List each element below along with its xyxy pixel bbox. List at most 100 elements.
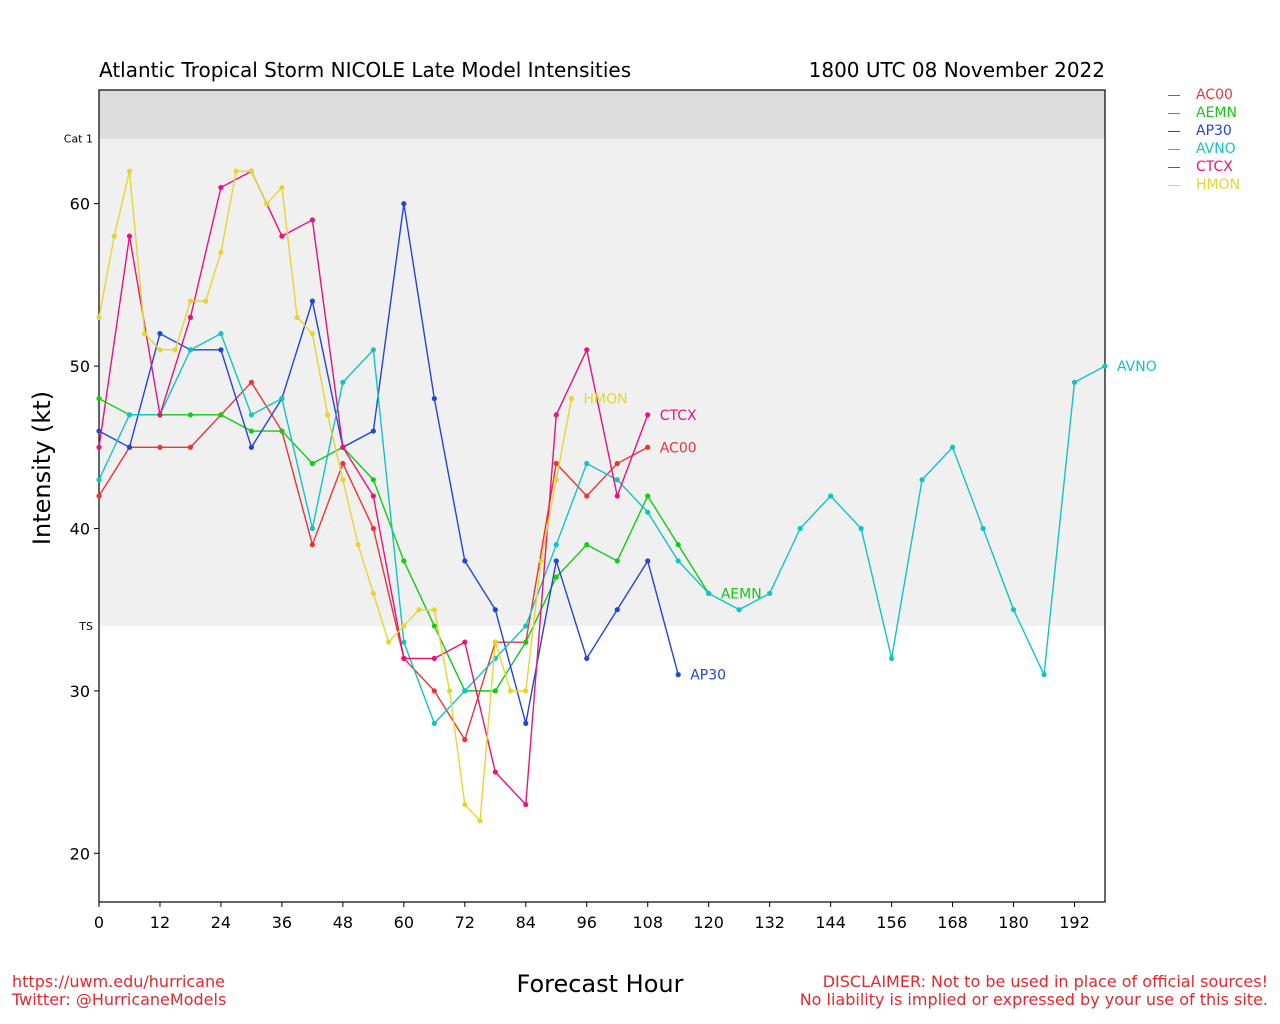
data-point-ctcx	[218, 184, 224, 191]
data-point-avno	[584, 460, 590, 467]
data-point-aemn	[584, 542, 590, 548]
data-point-ac00	[187, 444, 194, 450]
data-point-aemn	[187, 412, 194, 418]
data-point-avno	[919, 477, 925, 483]
data-point-ac00	[431, 688, 437, 694]
data-point-ac00	[614, 460, 620, 467]
legend-label: AEMN	[1196, 105, 1237, 121]
band-ts	[99, 138, 1105, 626]
data-point-hmon	[477, 818, 483, 824]
data-point-ctcx	[279, 233, 285, 239]
data-point-ap30	[309, 298, 315, 304]
data-point-hmon	[264, 201, 270, 207]
data-point-hmon	[218, 249, 224, 255]
data-point-avno	[126, 412, 133, 418]
data-point-hmon	[172, 347, 178, 353]
data-point-hmon	[111, 233, 117, 239]
data-point-aemn	[309, 460, 315, 467]
y-tick-label: 40	[70, 519, 90, 538]
legend-label: HMON	[1196, 177, 1241, 193]
x-tick-label: 120	[693, 913, 724, 932]
data-point-hmon	[187, 298, 194, 304]
series-end-label-ctcx: CTCX	[660, 408, 697, 424]
x-tick-label: 132	[754, 913, 785, 932]
data-point-avno	[645, 509, 651, 515]
y-tick-label: 30	[70, 682, 90, 701]
legend-item-hmon: HMON	[1168, 176, 1240, 194]
data-point-avno	[858, 525, 864, 532]
data-point-ctcx	[462, 639, 468, 645]
x-tick-label: 48	[333, 913, 353, 932]
data-point-ap30	[157, 331, 163, 337]
data-point-hmon	[309, 331, 315, 337]
data-point-hmon	[370, 590, 376, 597]
data-point-ac00	[645, 444, 651, 450]
data-point-hmon	[553, 477, 559, 483]
data-point-aemn	[523, 639, 529, 645]
data-point-avno	[736, 607, 742, 613]
data-point-avno	[1041, 672, 1047, 678]
data-point-aemn	[675, 542, 681, 548]
data-point-hmon	[401, 623, 407, 629]
data-point-hmon	[355, 542, 361, 548]
data-point-aemn	[370, 477, 376, 483]
data-point-avno	[614, 477, 620, 483]
data-point-avno	[949, 444, 956, 450]
data-point-ap30	[218, 347, 224, 353]
data-point-avno	[96, 477, 102, 483]
band-label-cat-1: Cat 1	[64, 133, 93, 146]
data-point-avno	[1010, 607, 1017, 613]
data-point-avno	[706, 590, 712, 597]
data-point-hmon	[507, 688, 514, 694]
series-line-avno	[98, 332, 1106, 725]
data-point-ap30	[553, 558, 559, 564]
data-point-ap30	[370, 428, 376, 434]
x-tick-label: 84	[516, 913, 536, 932]
y-tick-label: 60	[70, 195, 90, 214]
data-point-hmon	[386, 639, 392, 645]
data-point-ac00	[340, 460, 346, 467]
data-point-ctcx	[340, 444, 346, 450]
x-tick-label: 36	[272, 913, 292, 932]
x-tick-label: 72	[455, 913, 475, 932]
data-point-ac00	[157, 444, 163, 450]
x-tick-label: 12	[150, 913, 170, 932]
data-point-avno	[401, 639, 407, 645]
y-tick-label: 20	[70, 844, 90, 863]
legend-swatch	[1168, 184, 1180, 186]
data-point-avno	[1102, 363, 1108, 369]
data-point-ap30	[248, 444, 255, 450]
data-point-hmon	[416, 607, 422, 613]
data-point-ctcx	[492, 769, 498, 775]
x-tick-label: 168	[937, 913, 968, 932]
data-point-hmon	[248, 168, 255, 174]
data-point-ctcx	[309, 217, 315, 223]
y-tick-label: 50	[70, 357, 90, 376]
data-point-aemn	[248, 428, 255, 434]
series-end-label-aemn: AEMN	[721, 586, 762, 602]
data-point-ap30	[492, 607, 498, 613]
x-tick-label: 192	[1059, 913, 1090, 932]
data-point-avno	[553, 542, 559, 548]
footer-url[interactable]: https://uwm.edu/hurricane	[12, 972, 225, 991]
x-tick-label: 96	[577, 913, 597, 932]
data-point-avno	[889, 655, 895, 662]
data-point-aemn	[645, 493, 651, 499]
band-label-ts: TS	[78, 620, 93, 633]
y-axis-label: Intensity (kt)	[28, 390, 56, 546]
data-point-ac00	[248, 379, 255, 385]
legend-item-ap30: AP30	[1168, 122, 1240, 140]
data-point-hmon	[325, 412, 331, 418]
data-point-hmon	[523, 688, 529, 694]
legend-swatch	[1168, 130, 1180, 132]
data-point-ctcx	[431, 655, 437, 662]
data-point-ac00	[584, 493, 590, 499]
data-point-hmon	[492, 639, 498, 645]
data-point-hmon	[157, 347, 163, 353]
x-tick-label: 24	[211, 913, 231, 932]
data-point-ap30	[584, 655, 590, 662]
data-point-ctcx	[370, 493, 376, 499]
data-point-avno	[1071, 379, 1078, 385]
data-point-aemn	[553, 574, 559, 580]
